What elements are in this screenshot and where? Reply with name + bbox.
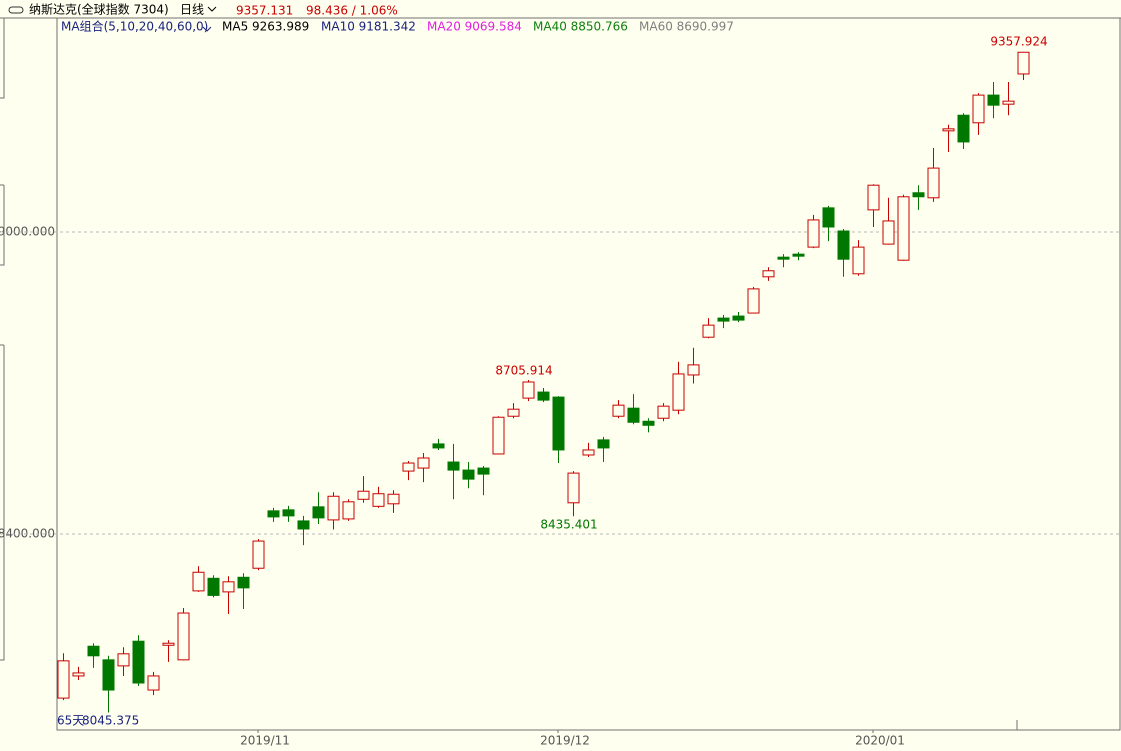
candle-body xyxy=(702,324,715,338)
candle-body xyxy=(552,396,565,451)
candle-body xyxy=(297,520,310,530)
high-annotation: 8705.914 xyxy=(495,364,552,378)
candle-body xyxy=(222,581,235,593)
candle-body xyxy=(822,207,835,228)
candle-body xyxy=(807,219,820,248)
candle-body xyxy=(867,184,880,211)
side-bracket xyxy=(0,18,5,661)
candle-body xyxy=(627,407,640,423)
candle-body xyxy=(957,114,970,143)
period-chevron[interactable] xyxy=(207,6,217,12)
candle-body xyxy=(387,493,400,505)
candle-body xyxy=(762,270,775,278)
link-icon xyxy=(8,6,24,14)
instrument: 纳斯达克(全球指数 7304) xyxy=(29,2,169,17)
candle-body xyxy=(717,317,730,322)
candle-body xyxy=(402,462,415,472)
candle-body xyxy=(747,288,760,314)
candle-body xyxy=(837,230,850,260)
candle-body xyxy=(972,94,985,124)
ma-legend: MA5 9263.989 xyxy=(222,20,309,34)
candle-body xyxy=(612,404,625,417)
candle-body xyxy=(57,660,70,699)
ma-legend: MA40 8850.766 xyxy=(533,20,628,34)
candle-body xyxy=(1017,51,1030,75)
candle-body xyxy=(732,315,745,321)
candle-body xyxy=(477,467,490,475)
y-tick-label: 9000.000 xyxy=(0,225,55,239)
candle-body xyxy=(942,128,955,132)
x-tick-label: 2019/12 xyxy=(540,734,590,748)
candle-body xyxy=(657,405,670,419)
ma-legend: MA60 8690.997 xyxy=(639,20,734,34)
candle-body xyxy=(87,645,100,657)
candle-body xyxy=(162,642,175,646)
x-tick-label: 2020/01 xyxy=(855,734,905,748)
candle-body xyxy=(537,391,550,401)
candle-body xyxy=(777,256,790,260)
candle-body xyxy=(147,675,160,691)
candle-body xyxy=(192,571,205,592)
candle-body xyxy=(342,501,355,520)
candle-body xyxy=(912,192,925,198)
candle-body xyxy=(177,612,190,661)
candle-body xyxy=(432,443,445,449)
candle-body xyxy=(417,457,430,469)
candle-body xyxy=(792,253,805,257)
candle-body xyxy=(357,490,370,500)
low-annotation: 8435.401 xyxy=(540,518,597,532)
candle-body xyxy=(462,469,475,480)
price-change: 98.436 / 1.06% xyxy=(306,4,398,18)
candle-body xyxy=(282,509,295,517)
candle-body xyxy=(237,576,250,589)
candle-body xyxy=(852,246,865,275)
candle-body xyxy=(672,373,685,411)
candle-body xyxy=(327,495,340,521)
candle-body xyxy=(72,672,85,677)
candle-body xyxy=(372,493,385,507)
ma-legend: MA20 9069.584 xyxy=(427,20,522,34)
candle-body xyxy=(597,439,610,449)
candle-body xyxy=(492,416,505,455)
y-tick-label: 8400.000 xyxy=(0,527,55,541)
candle-body xyxy=(582,449,595,456)
candle-body xyxy=(447,461,460,471)
candle-body xyxy=(102,659,115,691)
candle-body xyxy=(132,640,145,684)
candle-body xyxy=(882,220,895,245)
candle-body xyxy=(1002,100,1015,105)
candle-body xyxy=(642,420,655,426)
candle-body xyxy=(312,506,325,519)
ma-chevron[interactable] xyxy=(202,26,212,32)
candle-body xyxy=(117,653,130,667)
candle-body xyxy=(507,408,520,417)
last-price: 9357.131 xyxy=(236,4,293,18)
candle-body xyxy=(207,577,220,596)
candle-body xyxy=(267,510,280,518)
window-label: 65天 xyxy=(57,714,84,728)
ma-legend: MA10 9181.342 xyxy=(321,20,416,34)
x-tick-label: 2019/11 xyxy=(240,734,290,748)
candle-body xyxy=(897,196,910,261)
candle-body xyxy=(687,364,700,376)
candle-body xyxy=(252,540,265,569)
candle-body xyxy=(987,94,1000,106)
period[interactable]: 日线 xyxy=(180,3,204,17)
candle-body xyxy=(522,381,535,399)
low-annotation: 8045.375 xyxy=(82,714,139,728)
ma-selector[interactable]: MA组合(5,10,20,40,60,0) xyxy=(61,19,208,34)
candle-body xyxy=(927,167,940,199)
candle-body xyxy=(567,472,580,504)
high-annotation: 9357.924 xyxy=(990,35,1047,49)
